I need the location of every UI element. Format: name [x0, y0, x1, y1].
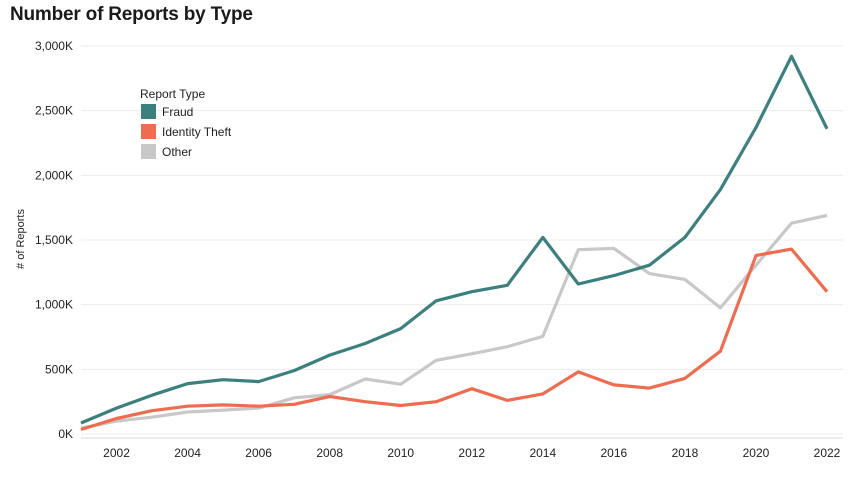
- x-tick-label: 2012: [458, 446, 485, 460]
- x-tick-label: 2004: [174, 446, 201, 460]
- y-tick-label: 0K: [58, 427, 73, 441]
- y-tick-label: 2,000K: [35, 168, 73, 182]
- x-tick-label: 2010: [387, 446, 414, 460]
- series-line-other: [80, 213, 828, 430]
- legend-swatch: [141, 144, 156, 159]
- x-tick-label: 2006: [245, 446, 272, 460]
- legend-title: Report Type: [140, 87, 205, 101]
- y-tick-label: 1,000K: [35, 298, 73, 312]
- legend: Report Type Fraud Identity Theft Other: [140, 87, 232, 159]
- legend-label: Identity Theft: [162, 125, 232, 139]
- chart-title: Number of Reports by Type: [10, 4, 253, 25]
- y-tick-label: 2,500K: [35, 104, 73, 118]
- x-tick-label: 2002: [103, 446, 130, 460]
- x-axis-tick-labels: 2002 2004 2006 2008 2010 2012 2014 2016 2018 2020…: [103, 446, 841, 460]
- series-line-fraud: [80, 54, 829, 425]
- series-line-identity-theft: [80, 247, 829, 432]
- y-tick-label: 1,500K: [35, 233, 73, 247]
- legend-label: Fraud: [162, 105, 193, 119]
- x-tick-label: 2008: [316, 446, 343, 460]
- y-axis-tick-labels: 0K 500K 1,000K 1,500K 2,000K 2,500K 3,000K: [35, 39, 73, 441]
- x-tick-label: 2020: [743, 446, 770, 460]
- y-tick-label: 500K: [45, 362, 73, 376]
- x-tick-label: 2016: [601, 446, 628, 460]
- legend-swatch: [141, 124, 156, 139]
- legend-label: Other: [162, 145, 192, 159]
- x-tick-label: 2018: [672, 446, 699, 460]
- series-lines: [80, 54, 829, 432]
- y-tick-label: 3,000K: [35, 39, 73, 53]
- legend-swatch: [141, 104, 156, 119]
- grid-lines: [81, 45, 843, 439]
- x-tick-label: 2014: [529, 446, 556, 460]
- y-axis-title: # of Reports: [15, 209, 27, 269]
- x-tick-label: 2022: [814, 446, 841, 460]
